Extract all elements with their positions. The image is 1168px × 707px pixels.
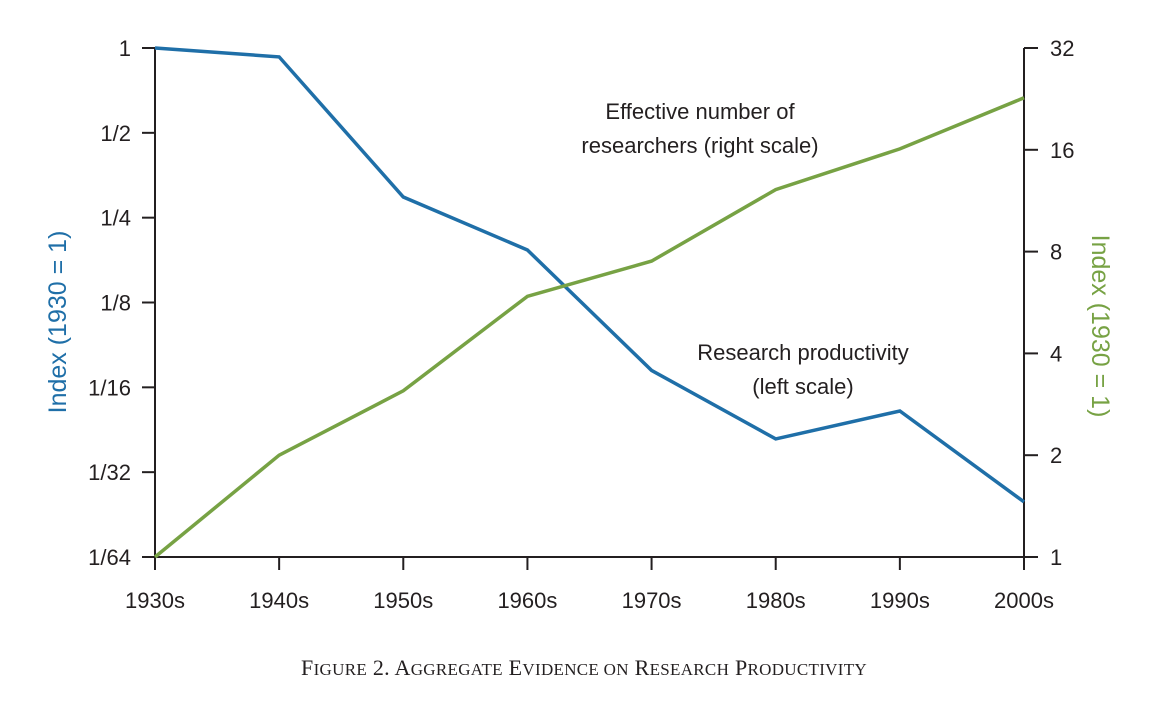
x-tick-label: 1960s [497, 588, 557, 613]
left-tick-label: 1 [119, 36, 131, 61]
caption-part: GGREGATE [411, 660, 503, 679]
right-tick-label: 32 [1050, 36, 1074, 61]
right-tick-label: 16 [1050, 138, 1074, 163]
axes [143, 48, 1036, 567]
right-tick-label: 8 [1050, 240, 1062, 265]
right-tick-label: 2 [1050, 443, 1062, 468]
research-productivity-line [154, 46, 1026, 504]
caption-part: P [729, 655, 747, 680]
left-tick-label: 1/4 [100, 206, 131, 231]
caption-part: F [301, 655, 314, 680]
caption-part: IGURE [314, 660, 367, 679]
left-tick-label: 1/2 [100, 121, 131, 146]
caption-part: ESEARCH [650, 660, 730, 679]
left-axis-ticks: 1 1/2 1/4 1/8 1/16 1/32 1/64 [88, 36, 155, 570]
researchers-annotation-line-2: researchers (right scale) [581, 133, 818, 158]
x-tick-label: 1980s [746, 588, 806, 613]
x-tick-label: 1990s [870, 588, 930, 613]
caption-part: R [629, 655, 650, 680]
researchers-annotation-line-1: Effective number of [605, 99, 795, 124]
x-tick-label: 1950s [373, 588, 433, 613]
x-axis-ticks: 1930s 1940s 1950s 1960s 1970s 1980s 1990s 2000s [125, 557, 1054, 613]
caption-part: VIDENCE ON [522, 660, 628, 679]
researchers-line [153, 96, 1025, 559]
x-tick-label: 1930s [125, 588, 185, 613]
left-tick-label: 1/32 [88, 460, 131, 485]
right-tick-label: 1 [1050, 545, 1062, 570]
x-tick-label: 1970s [622, 588, 682, 613]
caption-part: E [503, 655, 523, 680]
left-tick-label: 1/64 [88, 545, 131, 570]
right-tick-label: 4 [1050, 341, 1062, 366]
right-axis-title: Index (1930 = 1) [1086, 235, 1114, 418]
left-tick-label: 1/16 [88, 375, 131, 400]
x-tick-label: 1940s [249, 588, 309, 613]
left-tick-label: 1/8 [100, 291, 131, 316]
productivity-annotation-line-1: Research productivity [697, 340, 909, 365]
x-tick-label: 2000s [994, 588, 1054, 613]
left-axis-title: Index (1930 = 1) [44, 231, 72, 414]
productivity-annotation-line-2: (left scale) [752, 374, 853, 399]
series-layer [153, 46, 1026, 559]
right-axis-ticks: 32 16 8 4 2 1 [1024, 36, 1074, 570]
caption-part: 2. A [367, 655, 411, 680]
caption-part: RODUCTIVITY [748, 660, 867, 679]
figure-caption: FIGURE 2. AGGREGATE EVIDENCE ON RESEARCH… [301, 655, 867, 680]
